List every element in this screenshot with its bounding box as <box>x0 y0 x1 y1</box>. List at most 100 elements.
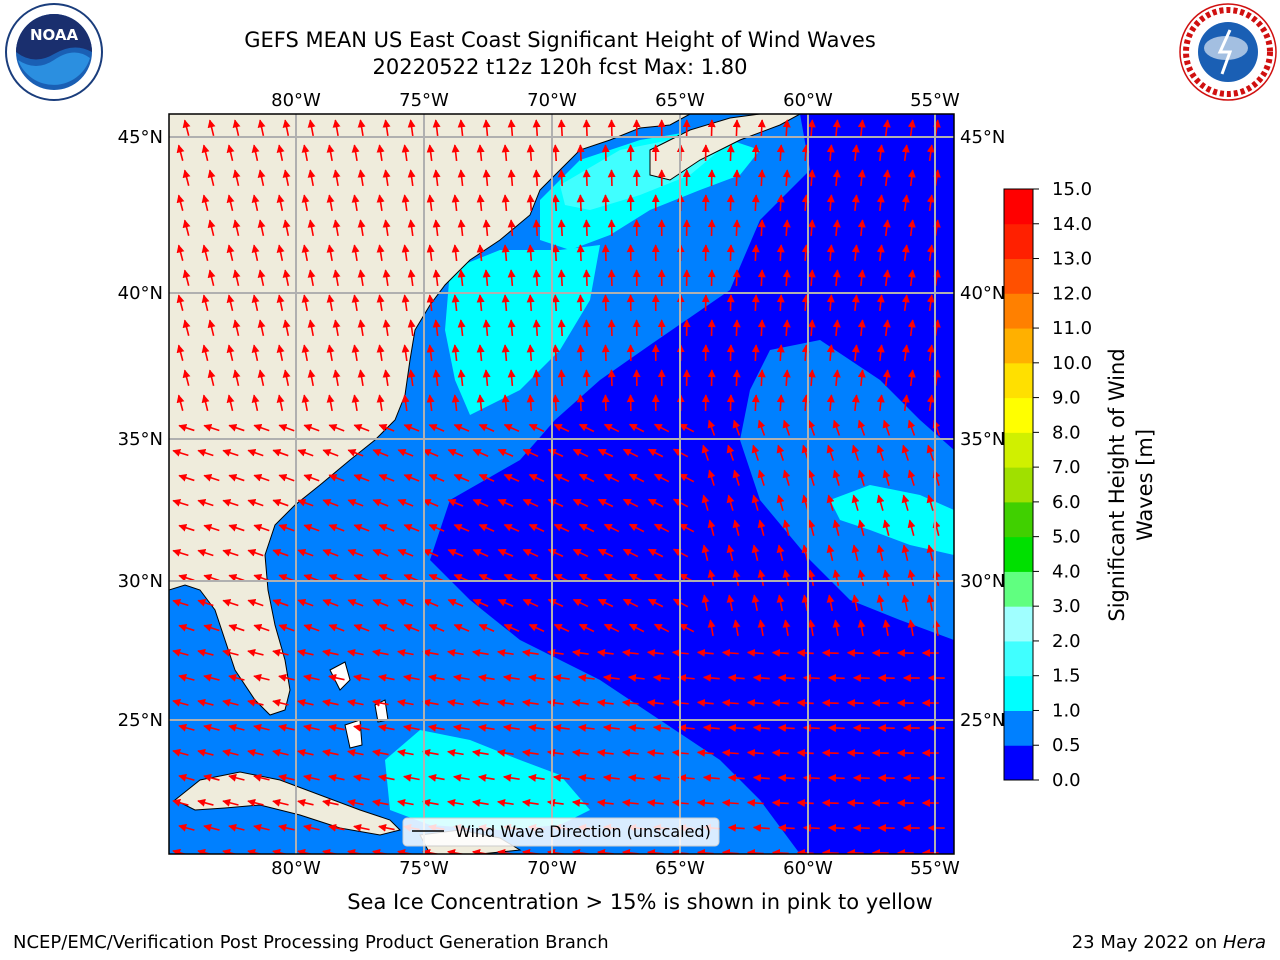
wave-direction-arrow <box>232 119 241 136</box>
wave-direction-arrow <box>851 594 860 612</box>
wave-direction-arrow <box>207 219 216 236</box>
wave-direction-arrow <box>832 619 841 637</box>
wave-direction-arrow <box>226 294 235 311</box>
wave-direction-arrow <box>426 144 435 162</box>
wave-direction-arrow <box>453 474 470 482</box>
wave-direction-arrow <box>782 269 791 287</box>
wave-direction-arrow <box>482 369 491 387</box>
wave-direction-arrow <box>197 498 214 507</box>
wave-direction-arrow <box>596 648 614 657</box>
wave-direction-arrow <box>453 723 470 732</box>
wave-direction-arrow <box>497 648 514 657</box>
wave-direction-arrow <box>532 219 541 237</box>
lat-label-right: 35°N <box>960 429 1005 450</box>
wave-direction-arrow <box>503 523 520 533</box>
wave-direction-arrow <box>372 748 389 757</box>
wave-direction-arrow <box>201 394 210 411</box>
wave-direction-arrow <box>272 448 289 457</box>
wave-direction-arrow <box>846 798 864 807</box>
wave-direction-arrow <box>646 798 664 807</box>
colorbar-tick-label: 1.5 <box>1052 666 1081 687</box>
wave-direction-arrow <box>551 294 560 312</box>
wave-direction-arrow <box>251 144 260 161</box>
wave-direction-arrow <box>622 498 639 508</box>
wave-direction-arrow <box>172 798 189 807</box>
wave-direction-arrow <box>801 244 810 262</box>
wave-direction-arrow <box>901 444 910 461</box>
wave-direction-arrow <box>907 519 916 536</box>
wave-direction-arrow <box>547 748 564 757</box>
wave-direction-arrow <box>707 519 716 536</box>
wave-direction-arrow <box>746 798 764 807</box>
wave-direction-arrow <box>726 444 735 461</box>
wave-direction-arrow <box>172 498 189 507</box>
wave-direction-arrow <box>701 594 710 612</box>
wave-direction-arrow <box>428 424 445 432</box>
wave-direction-arrow <box>301 194 310 212</box>
wave-direction-arrow <box>172 548 189 557</box>
wave-direction-arrow <box>397 748 414 757</box>
wave-direction-arrow <box>732 569 741 586</box>
wave-direction-arrow <box>332 269 341 287</box>
wave-direction-arrow <box>303 723 320 732</box>
wave-direction-arrow <box>301 144 310 162</box>
wave-direction-arrow <box>807 219 816 237</box>
wave-direction-arrow <box>782 469 791 486</box>
wave-direction-arrow <box>476 194 485 212</box>
wave-direction-arrow <box>702 773 720 782</box>
wave-direction-arrow <box>447 499 464 507</box>
wave-direction-arrow <box>907 369 916 387</box>
nws-logo <box>1178 2 1278 102</box>
wave-direction-arrow <box>876 294 885 312</box>
wave-direction-arrow <box>851 494 860 511</box>
wave-direction-arrow <box>857 569 866 586</box>
wave-direction-arrow <box>203 473 220 482</box>
wave-direction-arrow <box>226 144 235 161</box>
wave-direction-arrow <box>372 698 389 707</box>
lon-label-top: 65°W <box>655 90 705 111</box>
lon-labels-bottom: 80°W 75°W 70°W 65°W 60°W 55°W <box>271 858 960 879</box>
wave-direction-arrow <box>807 419 816 436</box>
wave-direction-arrow <box>403 773 420 782</box>
colorbar-tick-label: 8.0 <box>1052 422 1081 443</box>
wave-direction-arrow <box>407 369 416 387</box>
wave-direction-arrow <box>851 194 860 212</box>
wave-direction-arrow <box>472 748 489 757</box>
wave-direction-arrow <box>802 823 820 832</box>
wave-direction-arrow <box>332 119 341 137</box>
wave-direction-arrow <box>422 448 439 457</box>
wave-direction-arrow <box>422 698 439 707</box>
wave-direction-arrow <box>332 219 341 237</box>
wave-direction-arrow <box>582 369 591 387</box>
colorbar-swatch <box>1004 710 1033 746</box>
wave-direction-arrow <box>577 723 595 732</box>
wave-direction-arrow <box>478 624 495 632</box>
wave-direction-arrow <box>278 623 295 632</box>
wave-direction-arrow <box>732 319 741 337</box>
footer-credit: NCEP/EMC/Verification Post Processing Pr… <box>13 932 609 953</box>
wave-direction-arrow <box>457 269 466 287</box>
wave-direction-arrow <box>553 473 570 483</box>
lat-labels-left: 45°N 40°N 35°N 30°N 25°N <box>118 127 163 731</box>
wave-direction-arrow <box>857 619 866 637</box>
colorbar-swatch <box>1004 745 1033 781</box>
wave-direction-arrow <box>547 498 564 508</box>
wave-direction-arrow <box>272 748 289 757</box>
wave-direction-arrow <box>278 723 295 732</box>
wave-direction-arrow <box>376 294 385 312</box>
wave-direction-arrow <box>272 548 289 557</box>
wave-direction-arrow <box>307 269 316 287</box>
wave-direction-arrow <box>353 723 370 732</box>
wave-direction-arrow <box>472 599 489 607</box>
wave-direction-arrow <box>801 544 810 561</box>
wave-direction-arrow <box>172 848 188 854</box>
wave-direction-arrow <box>476 144 485 162</box>
wave-direction-arrow <box>801 394 810 412</box>
wave-direction-arrow <box>176 244 185 261</box>
wave-direction-arrow <box>646 648 664 657</box>
wave-direction-arrow <box>447 698 464 707</box>
wave-direction-arrow <box>403 623 420 632</box>
wave-direction-arrow <box>226 244 235 261</box>
wave-direction-arrow <box>807 619 816 637</box>
wave-direction-arrow <box>821 748 839 757</box>
